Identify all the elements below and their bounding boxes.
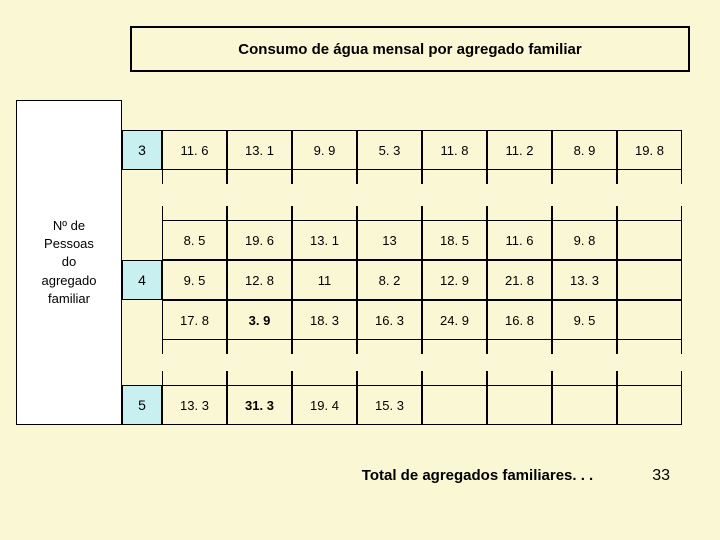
spacer-cell: [487, 340, 552, 354]
spacer-cell: [617, 340, 682, 354]
table-cell: 3. 9: [227, 300, 292, 340]
spacer-cell: [487, 371, 552, 385]
spacer-cell: [422, 371, 487, 385]
table-cell: 18. 3: [292, 300, 357, 340]
group-key: 3: [122, 130, 162, 170]
spacer-cell: [227, 340, 292, 354]
table-cell: 12. 8: [227, 260, 292, 300]
table-cell: 18. 5: [422, 220, 487, 260]
table-cell: 8. 9: [552, 130, 617, 170]
table-cell: [422, 385, 487, 425]
spacer-cell: [552, 340, 617, 354]
table-cell: 13. 3: [162, 385, 227, 425]
spacer-cell: [357, 340, 422, 354]
spacer-cell: [422, 206, 487, 220]
table-cell: 13: [357, 220, 422, 260]
table-cell: 8. 5: [162, 220, 227, 260]
table-cell: 11: [292, 260, 357, 300]
table-cell: 9. 8: [552, 220, 617, 260]
spacer-row: [162, 340, 682, 354]
table-cell: [617, 220, 682, 260]
spacer-row: [162, 371, 682, 385]
table-cell: 8. 2: [357, 260, 422, 300]
table-cell: 9. 9: [292, 130, 357, 170]
spacer-cell: [552, 170, 617, 184]
table-cell: 9. 5: [552, 300, 617, 340]
table-cell: 21. 8: [487, 260, 552, 300]
spacer-row: [162, 206, 682, 220]
left-label-line: do: [62, 254, 76, 269]
table-row: 13. 331. 319. 415. 3: [162, 385, 682, 425]
spacer-cell: [227, 206, 292, 220]
table-cell: 19. 4: [292, 385, 357, 425]
spacer-cell: [357, 206, 422, 220]
table-cell: 19. 6: [227, 220, 292, 260]
table-cell: 5. 3: [357, 130, 422, 170]
spacer-cell: [162, 206, 227, 220]
table-row: 8. 519. 613. 11318. 511. 69. 8: [162, 220, 682, 260]
left-label-line: familiar: [48, 291, 90, 306]
table-row: 9. 512. 8118. 212. 921. 813. 3: [162, 260, 682, 300]
table-cell: 13. 1: [292, 220, 357, 260]
table-cell: 11. 6: [487, 220, 552, 260]
spacer-cell: [292, 206, 357, 220]
left-label-line: Nº de: [53, 218, 85, 233]
table-cell: 9. 5: [162, 260, 227, 300]
left-label-line: agregado: [42, 273, 97, 288]
table-cell: [617, 260, 682, 300]
table-cell: 11. 2: [487, 130, 552, 170]
spacer-cell: [617, 170, 682, 184]
left-panel: Nº de Pessoas do agregado familiar: [16, 100, 122, 425]
spacer-cell: [617, 371, 682, 385]
table-cell: 12. 9: [422, 260, 487, 300]
spacer-cell: [552, 371, 617, 385]
spacer-cell: [227, 371, 292, 385]
spacer-cell: [162, 340, 227, 354]
group-key: 5: [122, 385, 162, 425]
left-label: Nº de Pessoas do agregado familiar: [42, 217, 97, 308]
group-key: 4: [122, 260, 162, 300]
title-text: Consumo de água mensal por agregado fami…: [238, 41, 581, 58]
table-cell: [617, 385, 682, 425]
table-cell: 11. 8: [422, 130, 487, 170]
spacer-cell: [162, 170, 227, 184]
table-cell: 19. 8: [617, 130, 682, 170]
spacer-row: [162, 170, 682, 184]
spacer-cell: [487, 206, 552, 220]
spacer-cell: [552, 206, 617, 220]
footer-label: Total de agregados familiares. . .: [360, 466, 595, 486]
table-cell: 11. 6: [162, 130, 227, 170]
spacer-cell: [162, 371, 227, 385]
spacer-cell: [422, 170, 487, 184]
spacer-cell: [487, 170, 552, 184]
table-cell: 16. 3: [357, 300, 422, 340]
table-cell: 15. 3: [357, 385, 422, 425]
table-row: 11. 613. 19. 95. 311. 811. 28. 919. 8: [162, 130, 682, 170]
spacer-cell: [357, 170, 422, 184]
table-cell: 16. 8: [487, 300, 552, 340]
spacer-cell: [357, 371, 422, 385]
title-box: Consumo de água mensal por agregado fami…: [130, 26, 690, 72]
footer-value: 33: [652, 467, 690, 485]
spacer-cell: [292, 340, 357, 354]
spacer-cell: [292, 170, 357, 184]
table-cell: 13. 3: [552, 260, 617, 300]
left-label-line: Pessoas: [44, 236, 94, 251]
table-row: 17. 83. 918. 316. 324. 916. 89. 5: [162, 300, 682, 340]
spacer-cell: [422, 340, 487, 354]
table-cell: 24. 9: [422, 300, 487, 340]
table-cell: [617, 300, 682, 340]
table-cell: 17. 8: [162, 300, 227, 340]
spacer-cell: [617, 206, 682, 220]
spacer-cell: [227, 170, 292, 184]
footer: Total de agregados familiares. . . 33: [360, 466, 690, 486]
table-cell: 13. 1: [227, 130, 292, 170]
table-cell: 31. 3: [227, 385, 292, 425]
spacer-cell: [292, 371, 357, 385]
table-cell: [552, 385, 617, 425]
table-cell: [487, 385, 552, 425]
